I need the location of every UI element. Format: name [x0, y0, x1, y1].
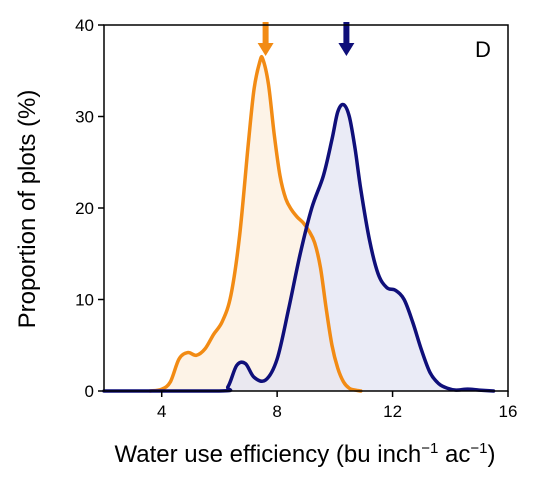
series-0-line [148, 54, 363, 393]
density-areas [104, 56, 494, 391]
x-axis-title-sup1: −1 [421, 440, 438, 457]
density-lines [102, 54, 496, 393]
x-tick-label: 12 [383, 402, 402, 421]
x-axis-title-end: ) [488, 441, 496, 468]
y-axis-title: Proportion of plots (%) [14, 90, 41, 329]
panel-label: D [475, 37, 491, 62]
series-1-mean-arrow [338, 22, 355, 56]
series-0-mean-arrow [257, 22, 274, 56]
x-axis-title: Water use efficiency (bu inch−1 ac−1) [114, 440, 495, 468]
y-tick-label: 0 [85, 382, 94, 401]
x-tick-label: 8 [272, 402, 281, 421]
series-1-line [102, 102, 496, 393]
x-axis-title-mid: ac [438, 441, 470, 468]
y-tick-label: 20 [75, 199, 94, 218]
y-tick-label: 10 [75, 291, 94, 310]
series-1-area [104, 104, 494, 391]
y-axis-ticks: 0 10 20 30 40 [75, 16, 104, 401]
y-tick-label: 30 [75, 108, 94, 127]
x-axis-title-sup2: −1 [470, 440, 487, 457]
x-axis-title-main: Water use efficiency (bu inch [114, 441, 421, 468]
x-axis-ticks: 4 8 12 16 [157, 391, 517, 421]
x-tick-label: 4 [157, 402, 166, 421]
x-tick-label: 16 [499, 402, 518, 421]
mean-arrows [257, 22, 355, 56]
y-tick-label: 40 [75, 16, 94, 35]
